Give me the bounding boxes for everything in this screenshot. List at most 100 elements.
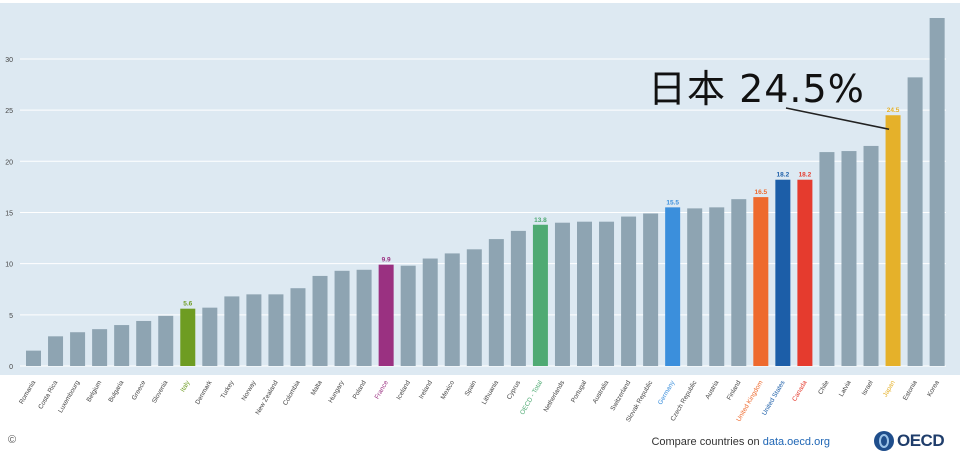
x-tick-label: Cyprus bbox=[506, 379, 523, 401]
bar-finland bbox=[731, 199, 747, 366]
bar-norway bbox=[246, 294, 262, 366]
bar-czech-republic bbox=[687, 208, 703, 366]
x-tick-label: United States bbox=[761, 379, 787, 417]
bar-hungary bbox=[334, 270, 350, 366]
x-tick-label: Colombia bbox=[282, 379, 302, 407]
y-tick-label: 20 bbox=[5, 159, 13, 166]
bar-spain bbox=[466, 249, 482, 366]
bar-mexico bbox=[444, 253, 460, 366]
x-tick-label: Finland bbox=[726, 379, 743, 401]
bar-korea bbox=[929, 18, 945, 366]
data-label: 18.2 bbox=[777, 172, 790, 179]
x-tick-label: Switzerland bbox=[609, 379, 632, 412]
x-tick-label: Estonia bbox=[902, 379, 919, 402]
bar-lithuania bbox=[488, 239, 504, 366]
data-label: 15.5 bbox=[666, 199, 679, 206]
data-labels: 5.6 9.9 13.8 15.5 16.5 18.2 18.2 24.5 bbox=[183, 107, 900, 307]
bar-turkey bbox=[224, 296, 240, 366]
y-tick-label: 25 bbox=[5, 108, 13, 115]
bar-oecd-total bbox=[532, 224, 548, 366]
annotation-japan: 日本 24.5% bbox=[648, 67, 865, 111]
x-tick-label: Bulgaria bbox=[107, 379, 125, 403]
bar-ireland bbox=[422, 258, 438, 366]
bar-romania bbox=[26, 350, 41, 366]
data-label: 9.9 bbox=[382, 257, 391, 264]
x-tick-label: Malta bbox=[310, 379, 324, 397]
data-label: 13.8 bbox=[534, 217, 547, 224]
bar-canada bbox=[797, 179, 813, 366]
x-tick-label: Germany bbox=[657, 379, 677, 406]
y-tick-label: 15 bbox=[5, 210, 13, 217]
bar-netherlands bbox=[554, 222, 570, 366]
x-tick-label: Iceland bbox=[395, 379, 412, 401]
bar-united-states bbox=[775, 179, 791, 366]
x-tick-label: Korea bbox=[926, 379, 941, 398]
x-tick-label: Mexico bbox=[440, 379, 457, 401]
y-tick-label: 0 bbox=[9, 364, 13, 371]
bar-cyprus bbox=[510, 230, 526, 366]
bar-israel bbox=[863, 145, 879, 366]
bar-slovenia bbox=[158, 315, 174, 366]
bar-italy bbox=[180, 308, 196, 366]
bar-costa-rica bbox=[48, 336, 64, 366]
x-tick-label: Chile bbox=[817, 379, 831, 396]
bar-bulgaria bbox=[114, 325, 130, 366]
bar-portugal bbox=[577, 221, 592, 366]
x-tick-label: Netherlands bbox=[543, 379, 567, 414]
x-tick-label: Costa Rica bbox=[37, 379, 59, 410]
footer-prefix: Compare countries on bbox=[651, 436, 763, 448]
x-tick-label: Belgium bbox=[86, 380, 104, 404]
bars bbox=[26, 18, 945, 366]
footer-compare-link[interactable]: Compare countries on data.oecd.org bbox=[651, 436, 830, 448]
x-tick-label: Italy bbox=[179, 379, 191, 393]
x-tick-label: Portugal bbox=[570, 379, 588, 404]
bar-belgium bbox=[92, 329, 108, 366]
bar-poland bbox=[356, 269, 372, 366]
x-tick-label: OECD - Total bbox=[519, 379, 544, 416]
y-tick-label: 5 bbox=[9, 313, 13, 320]
bar-luxembourg bbox=[70, 332, 86, 366]
bar-germany bbox=[665, 207, 681, 366]
data-label: 16.5 bbox=[754, 189, 767, 196]
gridlines bbox=[20, 58, 946, 367]
x-tick-label: Spain bbox=[464, 379, 479, 397]
bar-switzerland bbox=[621, 216, 637, 366]
x-tick-label: Luxembourg bbox=[57, 379, 81, 414]
footer-link[interactable]: data.oecd.org bbox=[762, 436, 830, 448]
copyright-symbol: © bbox=[8, 434, 17, 446]
bar-japan bbox=[885, 115, 901, 366]
data-label: 5.6 bbox=[183, 301, 192, 308]
bar-colombia bbox=[290, 288, 306, 366]
bar-greece bbox=[136, 320, 152, 366]
y-axis: 0 5 10 15 20 25 30 bbox=[5, 57, 13, 371]
x-tick-label: Australia bbox=[592, 379, 611, 405]
x-tick-label: Turkey bbox=[220, 379, 236, 400]
bar-united-kingdom bbox=[753, 197, 769, 366]
bar-latvia bbox=[841, 151, 857, 366]
x-tick-label: Denmark bbox=[194, 379, 214, 406]
x-tick-label: Lithuania bbox=[481, 379, 500, 406]
oecd-logo-text: OECD bbox=[897, 431, 945, 450]
bar-estonia bbox=[907, 77, 923, 366]
bar-new-zealand bbox=[268, 294, 284, 366]
data-label: 24.5 bbox=[887, 107, 900, 114]
bar-malta bbox=[312, 275, 328, 366]
y-tick-label: 30 bbox=[5, 57, 13, 64]
x-tick-label: France bbox=[374, 379, 390, 400]
x-tick-label: Ireland bbox=[418, 379, 434, 400]
bar-slovak-republic bbox=[643, 213, 659, 366]
bar-australia bbox=[599, 221, 615, 366]
x-tick-label: Poland bbox=[352, 379, 368, 400]
oecd-logo-icon bbox=[874, 431, 894, 451]
x-tick-label: Norway bbox=[241, 379, 258, 402]
x-tick-label: Austria bbox=[704, 379, 720, 400]
bar-france bbox=[378, 264, 394, 366]
bar-chile bbox=[819, 152, 835, 366]
x-tick-label: Latvia bbox=[838, 379, 853, 398]
bar-denmark bbox=[202, 307, 218, 366]
bar-iceland bbox=[400, 265, 416, 366]
x-tick-label: Slovenia bbox=[151, 379, 170, 404]
x-tick-label: Canada bbox=[791, 379, 809, 403]
